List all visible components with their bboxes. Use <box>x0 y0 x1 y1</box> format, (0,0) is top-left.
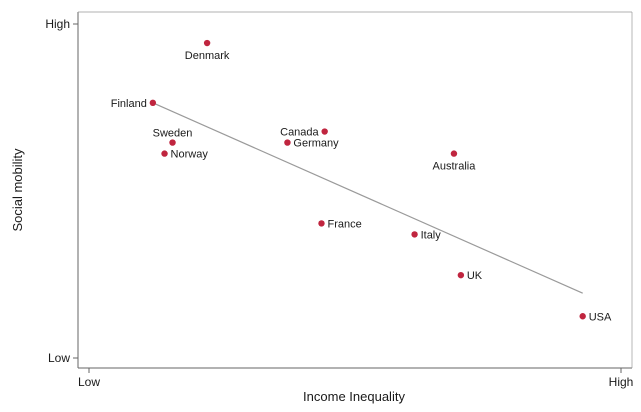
x-tick-label: Low <box>78 375 100 389</box>
trend-layer <box>152 102 583 294</box>
data-point-australia <box>450 150 458 157</box>
y-tick-label: Low <box>48 351 70 365</box>
data-point-sweden <box>169 139 176 146</box>
x-tick-label: High <box>609 375 634 389</box>
y-tick-label: High <box>45 17 70 31</box>
point-label-denmark: Denmark <box>185 50 230 62</box>
data-point-france <box>318 220 325 227</box>
data-point-canada <box>321 128 328 135</box>
ticks-layer: Low High Low High <box>45 17 633 389</box>
point-label-uk: UK <box>467 270 483 282</box>
x-axis-label: Income Inequality <box>303 389 405 404</box>
point-label-australia: Australia <box>433 161 477 173</box>
data-point-norway <box>161 150 168 157</box>
point-label-canada: Canada <box>280 127 319 139</box>
data-point-uk <box>457 271 465 279</box>
point-label-usa: USA <box>589 311 612 323</box>
data-point-denmark <box>203 39 211 47</box>
point-label-france: France <box>327 218 361 230</box>
point-label-germany: Germany <box>293 138 339 150</box>
point-label-norway: Norway <box>171 149 209 161</box>
y-axis-label: Social mobility <box>10 148 25 232</box>
plot-frame <box>77 11 633 369</box>
data-point-germany <box>284 139 291 146</box>
data-point-italy <box>411 231 418 238</box>
data-point-finland <box>149 99 157 107</box>
data-point-usa <box>579 313 586 320</box>
point-label-italy: Italy <box>421 229 442 241</box>
point-label-finland: Finland <box>111 98 147 110</box>
point-label-sweden: Sweden <box>153 128 193 140</box>
trend-line <box>152 102 583 294</box>
